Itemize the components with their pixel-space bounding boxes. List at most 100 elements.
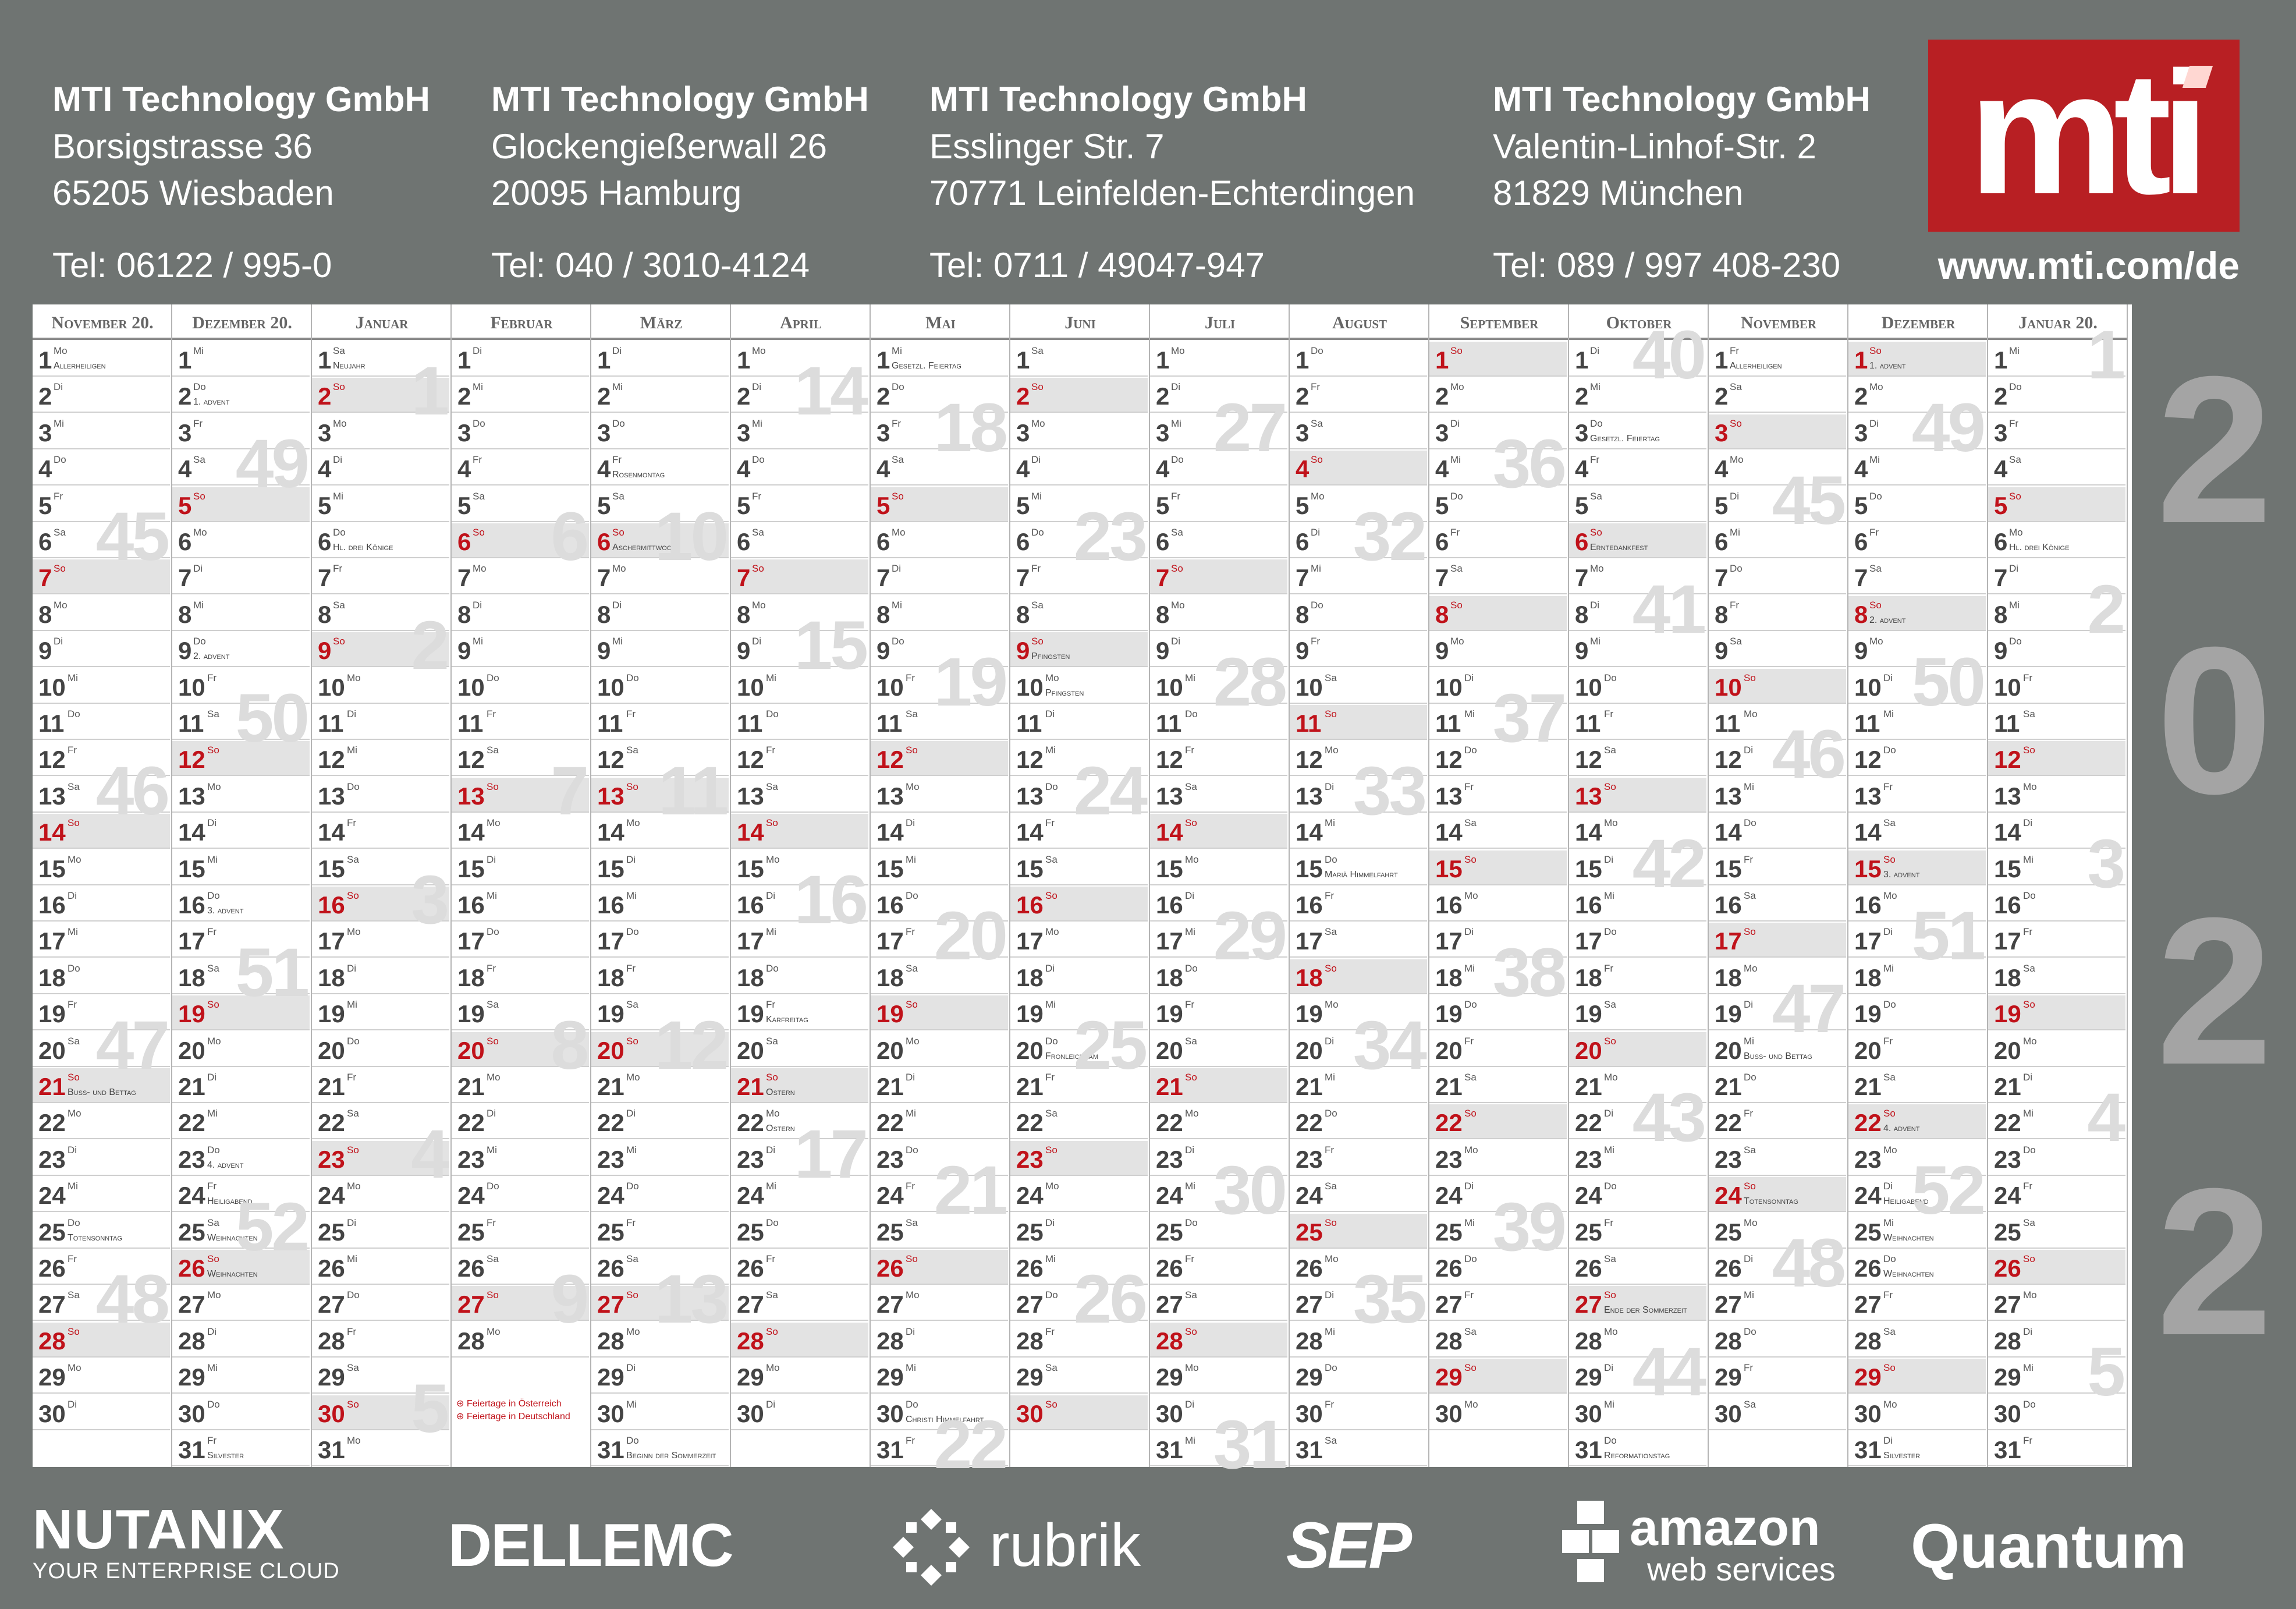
day-number: 5: [1296, 491, 1310, 519]
weekday-label: So: [1325, 1217, 1337, 1228]
day-cell: 2 Do 1. advent: [172, 378, 310, 413]
day-cell: 21 Do: [1709, 1068, 1846, 1103]
year-digit: 0: [2156, 604, 2273, 838]
day-cell: 20 Sa: [731, 1032, 868, 1067]
day-cell: 25 Do Totensonntag: [33, 1214, 170, 1249]
day-cell: 1 Sa: [1010, 342, 1148, 377]
weekday-label: Fr: [68, 1253, 77, 1264]
day-number: 27: [1715, 1291, 1742, 1319]
day-number: 17: [457, 927, 485, 955]
day-cell: 13 Sa: [1150, 778, 1287, 813]
day-cell: 20 Do Fronleichnam: [1010, 1032, 1148, 1067]
day-cell: 4 Fr: [1569, 451, 1706, 486]
weekday-label: Mi: [906, 853, 916, 865]
holiday-label: Weihnachten: [207, 1232, 258, 1243]
day-cell: 11 Di: [1010, 705, 1148, 740]
day-cell: 11 Fr: [591, 705, 729, 740]
weekday-label: So: [333, 636, 345, 647]
weekday-label: Mi: [2023, 1362, 2034, 1374]
weekday-label: So: [68, 1072, 80, 1083]
weekday-label: So: [1325, 962, 1337, 974]
day-number: 21: [1016, 1073, 1044, 1100]
day-cell: 14 Mo: [591, 814, 729, 849]
day-cell: 21 Sa: [1848, 1068, 1986, 1103]
day-number: 5: [457, 491, 471, 519]
day-number: 11: [1156, 710, 1182, 737]
weekday-label: Di: [766, 1398, 776, 1410]
day-number: 13: [1715, 782, 1742, 810]
day-number: 20: [178, 1036, 205, 1064]
weekday-label: Mo: [1604, 1326, 1618, 1337]
weekday-label: So: [1185, 1326, 1197, 1337]
week-number: 23: [1073, 498, 1148, 575]
weekday-label: Do: [207, 1398, 220, 1410]
weekday-label: Mi: [906, 1108, 916, 1119]
week-number: 2: [411, 607, 449, 685]
day-number: 5: [1575, 491, 1589, 519]
weekday-label: Di: [207, 1326, 217, 1337]
weekday-label: Di: [1744, 999, 1754, 1011]
day-cell: 12 So: [1988, 741, 2125, 777]
week-number: 29: [1213, 898, 1287, 975]
week-number: 9: [551, 1261, 589, 1338]
weekday-label: Mo: [1464, 1398, 1478, 1410]
week-number: 37: [1492, 680, 1567, 757]
day-cell: 24 Di Heiligabend: [1848, 1177, 1986, 1213]
day-cell: 21 Fr: [1010, 1068, 1148, 1103]
weekday-label: Di: [1325, 1289, 1335, 1301]
day-number: 7: [178, 564, 192, 592]
day-number: 24: [178, 1182, 205, 1210]
day-number: 10: [597, 673, 624, 701]
day-cell: 17 Mi: [1150, 923, 1287, 958]
day-cell: 21 Mi: [1290, 1068, 1427, 1103]
day-number: 5: [1016, 491, 1030, 519]
day-cell: 9 Mo: [1429, 632, 1567, 668]
day-number: 21: [457, 1073, 485, 1100]
day-number: 7: [737, 564, 751, 592]
day-number: 17: [1994, 927, 2021, 955]
day-cell: 14 Sa: [1848, 814, 1986, 849]
day-number: 28: [1715, 1327, 1742, 1355]
day-cell: 25 Sa Weihnachten: [172, 1214, 310, 1249]
day-number: 18: [318, 963, 345, 991]
day-cell: 6 Sa: [33, 523, 170, 558]
week-number: 49: [1911, 389, 1986, 466]
weekday-label: Mo: [1325, 1253, 1339, 1264]
weekday-label: Di: [1883, 672, 1893, 683]
weekday-label: Sa: [1604, 745, 1616, 756]
weekday-label: So: [1185, 1072, 1197, 1083]
day-number: 3: [737, 419, 751, 446]
website-url[interactable]: www.mti.com/de: [1937, 244, 2240, 287]
week-number: 24: [1073, 752, 1148, 830]
day-number: 26: [1156, 1254, 1183, 1282]
day-cell: 12 Fr: [731, 741, 868, 777]
column-divider: [730, 304, 731, 1467]
day-number: 4: [1296, 455, 1310, 483]
weekday-label: Mo: [2009, 527, 2023, 538]
holiday-label: Fronleichnam: [1045, 1051, 1099, 1061]
day-cell: 23 Di: [1150, 1141, 1287, 1176]
day-cell: 5 Mo: [1290, 487, 1427, 522]
weekday-label: Fr: [1045, 1072, 1055, 1083]
day-number: 30: [1854, 1399, 1882, 1427]
week-number: 49: [235, 426, 310, 503]
day-cell: 12 Mo: [1290, 741, 1427, 777]
day-number: 8: [1016, 600, 1030, 628]
weekday-label: Di: [612, 345, 622, 356]
day-number: 16: [1016, 891, 1044, 919]
day-cell: 28 Di: [1988, 1323, 2125, 1358]
holiday-label: Totensonntag: [1744, 1196, 1798, 1207]
day-number: 10: [178, 673, 205, 701]
day-cell: 29 Do: [1290, 1359, 1427, 1394]
day-number: 11: [876, 710, 903, 737]
company-name: MTI Technology GmbH: [1493, 80, 1871, 119]
day-cell: 28 Mo: [1569, 1323, 1706, 1358]
day-cell: 26 Fr: [731, 1250, 868, 1285]
weekday-label: Di: [1883, 1181, 1893, 1192]
day-number: 7: [38, 564, 52, 592]
day-cell: 7 Mi: [1290, 559, 1427, 595]
day-cell: 3 Do Gesetzl. Feiertag: [1569, 414, 1706, 449]
day-number: 12: [1575, 746, 1602, 774]
weekday-label: Sa: [752, 527, 764, 538]
weekday-label: Mi: [207, 1108, 218, 1119]
